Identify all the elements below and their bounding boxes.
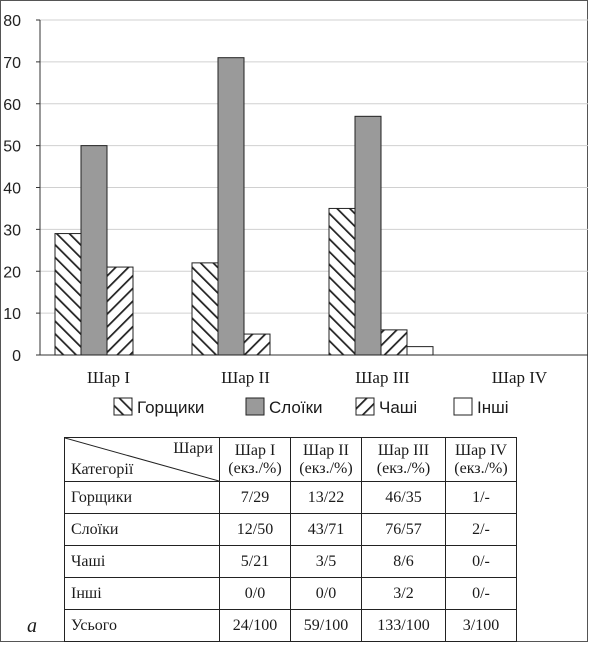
table-cell: 12/50: [219, 513, 291, 546]
y-axis: 0 10 20 30 40 50 60 70 80: [3, 13, 588, 365]
table-cell: 133/100: [361, 609, 446, 642]
legend-label: Інші: [477, 398, 509, 417]
table-cell: 1/-: [445, 481, 517, 514]
table-cell: 76/57: [361, 513, 446, 546]
table-cell: 3/2: [361, 577, 446, 610]
table-row: Слоїки 12/50 43/71 76/57 2/-: [64, 513, 517, 546]
column-header-unit: (екз./%): [454, 459, 508, 477]
column-header: Шар IV (екз./%): [445, 437, 517, 482]
row-label: Слоїки: [64, 513, 220, 546]
x-axis-labels: Шар I Шар II Шар III Шар IV: [87, 368, 548, 387]
column-header: Шар I (екз./%): [219, 437, 291, 482]
table-cell: 5/21: [219, 545, 291, 578]
table-cell: 2/-: [445, 513, 517, 546]
legend-swatch: [355, 397, 375, 416]
legend: Горщики Слоїки Чаші Інші: [113, 397, 509, 417]
row-label: Інші: [64, 577, 220, 610]
corner-categories-label: Категорії: [71, 461, 134, 478]
grid-lines: [40, 19, 588, 314]
legend-label: Слоїки: [269, 398, 323, 417]
y-tick-label: 50: [3, 139, 21, 156]
bar: [354, 115, 382, 356]
column-header: Шар II (екз./%): [290, 437, 362, 482]
column-header-title: Шар I: [234, 441, 276, 459]
bar: [106, 266, 134, 356]
table-cell: 8/6: [361, 545, 446, 578]
column-header-unit: (екз./%): [376, 459, 431, 477]
legend-label: Чаші: [379, 398, 417, 417]
y-tick-label: 0: [12, 348, 21, 365]
y-tick-label: 60: [3, 97, 21, 114]
table-row: Горщики 7/29 13/22 46/35 1/-: [64, 481, 517, 514]
row-label: Горщики: [64, 481, 220, 514]
bar: [191, 262, 219, 356]
column-header-unit: (екз./%): [299, 459, 353, 477]
table-cell: 43/71: [290, 513, 362, 546]
y-tick-label: 20: [3, 264, 21, 281]
row-label: Усього: [64, 609, 220, 642]
table-cell: 0/0: [290, 577, 362, 610]
row-label: Чаші: [64, 545, 220, 578]
bar: [380, 329, 408, 356]
column-header-unit: (екз./%): [228, 459, 282, 477]
legend-swatch: [245, 397, 265, 416]
y-tick-label: 70: [3, 55, 21, 72]
column-header: Шар III (екз./%): [361, 437, 446, 482]
column-header-title: Шар II: [303, 441, 349, 459]
x-tick-label: Шар IV: [492, 368, 548, 387]
bar: [217, 57, 245, 356]
table-corner-cell: Шари Категорії: [64, 437, 220, 482]
x-tick-label: Шар I: [87, 368, 130, 387]
table-row: Чаші 5/21 3/5 8/6 0/-: [64, 545, 517, 578]
data-table: Шари Категорії Шар I (екз./%) Шар II (екз.…: [64, 437, 517, 642]
table-cell: 0/-: [445, 545, 517, 578]
table-cell: 0/-: [445, 577, 517, 610]
table-cell: 3/5: [290, 545, 362, 578]
table-cell: 0/0: [219, 577, 291, 610]
column-header-title: Шар IV: [454, 441, 508, 459]
y-tick-label: 30: [3, 222, 21, 239]
legend-swatch: [113, 397, 133, 416]
y-tick-label: 80: [3, 13, 21, 30]
x-tick-label: Шар III: [355, 368, 410, 387]
table-cell: 3/100: [445, 609, 517, 642]
bar: [243, 333, 271, 356]
table-row-total: Усього 24/100 59/100 133/100 3/100: [64, 609, 517, 642]
table-cell: 7/29: [219, 481, 291, 514]
bar: [54, 233, 82, 356]
legend-label: Горщики: [137, 398, 204, 417]
column-header-title: Шар III: [377, 441, 430, 459]
table-cell: 13/22: [290, 481, 362, 514]
legend-swatch: [453, 397, 473, 416]
y-tick-label: 40: [3, 181, 21, 198]
table-header-row: Шари Категорії Шар I (екз./%) Шар II (екз.…: [64, 437, 517, 482]
bar: [80, 145, 108, 356]
table-cell: 24/100: [219, 609, 291, 642]
table-cell: 59/100: [290, 609, 362, 642]
bar: [328, 207, 356, 356]
y-tick-label: 10: [3, 306, 21, 323]
table-row: Інші 0/0 0/0 3/2 0/-: [64, 577, 517, 610]
table-cell: 46/35: [361, 481, 446, 514]
corner-layers-label: Шари: [173, 440, 213, 457]
x-tick-label: Шар II: [221, 368, 270, 387]
bars: [54, 57, 434, 356]
bar: [406, 346, 434, 356]
panel-label: а: [27, 615, 37, 637]
